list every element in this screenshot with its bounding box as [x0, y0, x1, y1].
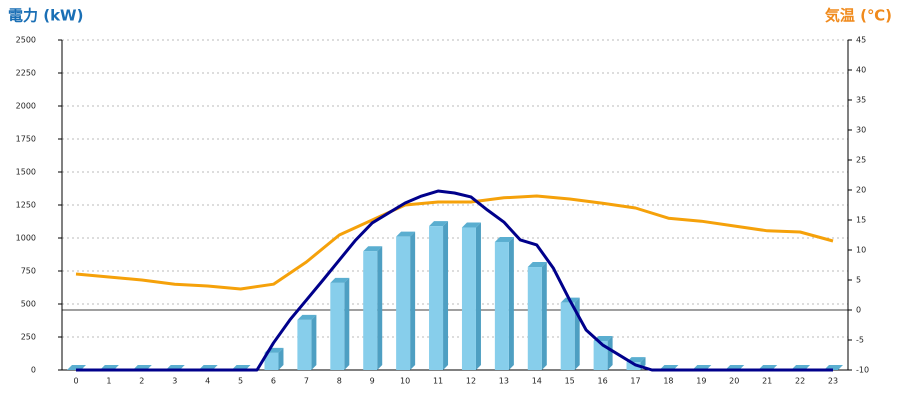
- y-tick-label: 750: [21, 267, 36, 276]
- bar-top: [461, 222, 481, 228]
- x-tick-label: 6: [271, 377, 276, 386]
- bar: [461, 227, 476, 370]
- y-tick-label: 1500: [16, 168, 36, 177]
- y2-tick-label: 30: [856, 126, 866, 135]
- x-tick-label: 5: [238, 377, 243, 386]
- bar: [593, 340, 608, 370]
- x-tick-label: 22: [795, 377, 805, 386]
- bar-side: [475, 222, 481, 370]
- bar: [429, 226, 444, 370]
- y-tick-label: 500: [21, 300, 36, 309]
- bar-top: [396, 231, 416, 237]
- bar-top: [363, 246, 383, 252]
- y-tick-label: 2000: [16, 102, 36, 111]
- bar-side: [443, 221, 449, 370]
- y-tick-label: 2500: [16, 36, 36, 45]
- x-tick-label: 4: [205, 377, 210, 386]
- x-tick-label: 11: [433, 377, 443, 386]
- y2-tick-label: 10: [856, 246, 866, 255]
- y-tick-label: 250: [21, 333, 36, 342]
- y2-axis-title: 気温 (℃): [825, 7, 892, 25]
- y2-tick-label: 0: [856, 306, 861, 315]
- x-tick-label: 13: [499, 377, 509, 386]
- x-tick-label: 21: [762, 377, 772, 386]
- bar: [494, 241, 509, 370]
- y2-tick-label: 20: [856, 186, 866, 195]
- bar: [560, 302, 575, 370]
- bar: [626, 362, 641, 370]
- y-tick-label: 1000: [16, 234, 36, 243]
- y2-tick-label: -5: [856, 336, 864, 345]
- x-tick-label: 15: [565, 377, 575, 386]
- bar-side: [508, 236, 514, 370]
- y-tick-label: 1750: [16, 135, 36, 144]
- x-tick-label: 17: [630, 377, 640, 386]
- y2-tick-label: 40: [856, 66, 866, 75]
- bar: [363, 251, 378, 370]
- y-tick-label: 2250: [16, 69, 36, 78]
- bar-top: [494, 236, 514, 242]
- y-tick-label: 1250: [16, 201, 36, 210]
- y-axis-title: 電力 (kW): [8, 7, 83, 25]
- x-tick-label: 7: [304, 377, 309, 386]
- bar-top: [297, 314, 317, 320]
- y2-tick-label: 45: [856, 36, 866, 45]
- x-tick-label: 12: [466, 377, 476, 386]
- y2-tick-label: -10: [856, 366, 869, 375]
- bar-top: [429, 221, 449, 227]
- x-tick-label: 9: [370, 377, 375, 386]
- x-tick-label: 10: [400, 377, 410, 386]
- bar: [527, 267, 542, 370]
- y2-tick-label: 25: [856, 156, 866, 165]
- bar: [297, 319, 312, 370]
- bar: [330, 282, 345, 370]
- x-tick-label: 19: [696, 377, 706, 386]
- bar-side: [410, 231, 416, 370]
- bar: [264, 352, 279, 370]
- bar-side: [541, 262, 547, 370]
- bar-top: [330, 277, 350, 283]
- y2-tick-label: 35: [856, 96, 866, 105]
- x-tick-label: 18: [663, 377, 673, 386]
- x-tick-label: 3: [172, 377, 177, 386]
- x-tick-label: 0: [73, 377, 78, 386]
- x-tick-label: 1: [106, 377, 111, 386]
- x-tick-label: 20: [729, 377, 739, 386]
- bar-side: [344, 277, 350, 370]
- y2-tick-label: 15: [856, 216, 866, 225]
- bar-side: [377, 246, 383, 370]
- x-tick-label: 2: [139, 377, 144, 386]
- y-tick-label: 0: [31, 366, 36, 375]
- bar-side: [607, 335, 613, 370]
- bar-side: [278, 347, 284, 370]
- x-tick-label: 8: [337, 377, 342, 386]
- x-tick-label: 14: [532, 377, 542, 386]
- x-tick-label: 16: [598, 377, 608, 386]
- bar: [396, 236, 411, 370]
- bar-side: [311, 314, 317, 370]
- x-tick-label: 23: [828, 377, 838, 386]
- line: [76, 189, 833, 372]
- line: [75, 194, 834, 291]
- bar-top: [527, 262, 547, 268]
- y2-tick-label: 5: [856, 276, 861, 285]
